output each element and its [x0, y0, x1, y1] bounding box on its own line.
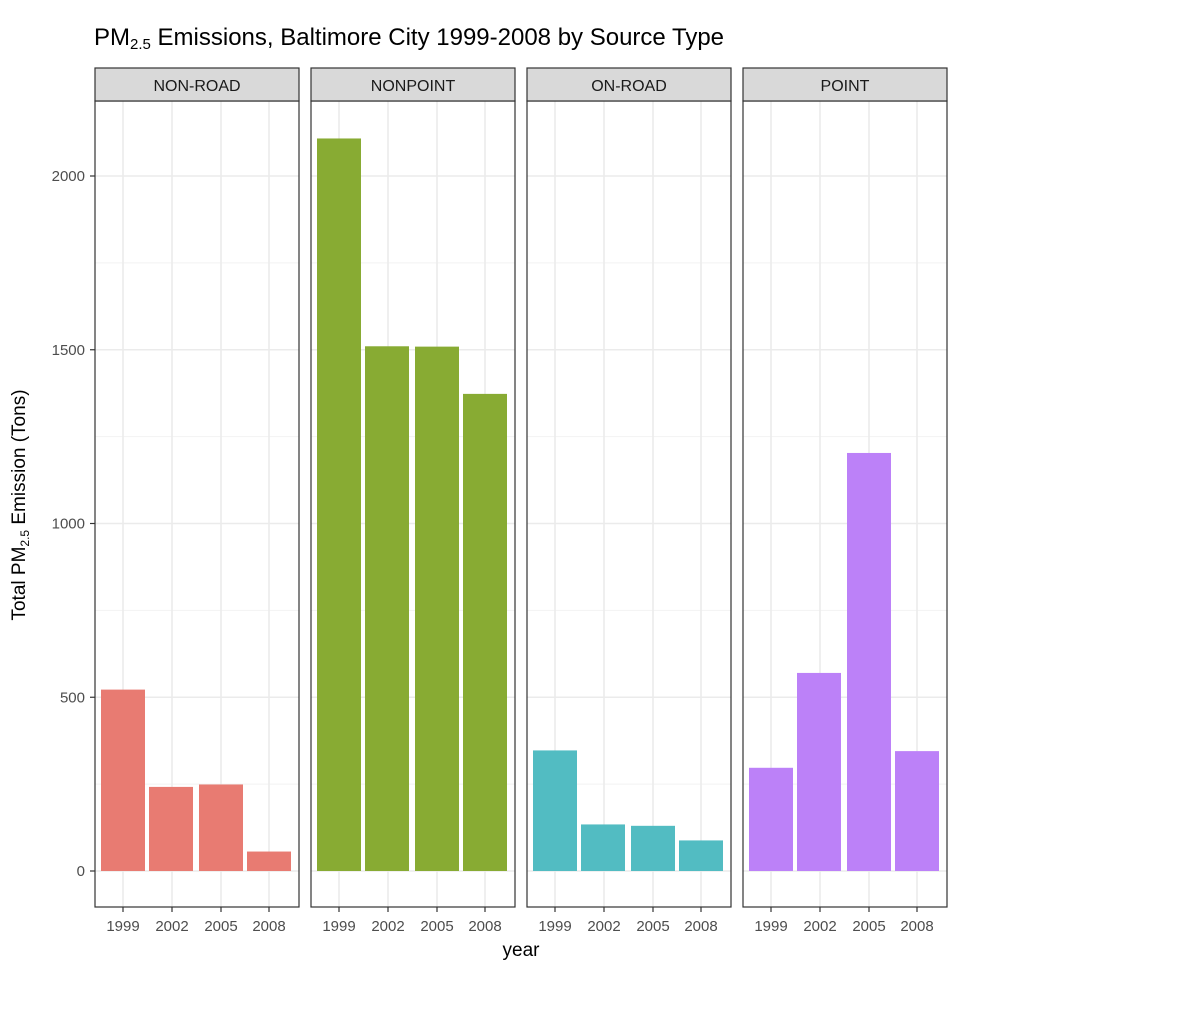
x-tick-label: 2002	[803, 918, 836, 935]
x-tick-label: 2002	[371, 918, 404, 935]
bar-on-road-2002	[581, 824, 625, 871]
chart-title: PM2.5 Emissions, Baltimore City 1999-200…	[94, 24, 724, 53]
x-tick-label: 1999	[106, 918, 139, 935]
facet-strip-label: NONPOINT	[371, 78, 456, 95]
bar-nonpoint-2008	[463, 393, 507, 871]
x-tick-label: 1999	[322, 918, 355, 935]
x-tick-label: 2005	[636, 918, 669, 935]
y-axis-label-subscript: 2.5	[18, 530, 32, 547]
y-tick-label: 1000	[52, 516, 85, 533]
facet-panel-on-road: ON-ROAD 1999 2002 2005 2008	[526, 67, 732, 935]
y-axis: 0 500 1000 1500 2000	[52, 168, 95, 880]
facet-panels: NON-ROAD 1999 2002 2005 2008 NONPOINT 1999 2002…	[94, 67, 948, 935]
bar-point-2002	[797, 672, 841, 871]
y-tick-label: 1500	[52, 342, 85, 359]
y-axis-label-suffix: Emission (Tons)	[9, 389, 30, 529]
x-tick-label: 2008	[252, 918, 285, 935]
bar-on-road-1999	[533, 750, 577, 871]
facet-strip	[310, 67, 516, 102]
y-tick-label: 0	[77, 863, 85, 880]
y-tick-label: 500	[60, 689, 85, 706]
x-tick-label: 2008	[900, 918, 933, 935]
bar-point-2008	[895, 751, 939, 871]
x-tick-label: 2005	[852, 918, 885, 935]
x-tick-label: 2008	[468, 918, 501, 935]
bar-on-road-2008	[679, 840, 723, 871]
x-tick-label: 2008	[684, 918, 717, 935]
chart-title-subscript: 2.5	[130, 36, 151, 53]
bar-nonpoint-2002	[365, 346, 409, 871]
x-tick-label: 2002	[155, 918, 188, 935]
x-tick-label: 2005	[204, 918, 237, 935]
facet-strip-label: POINT	[821, 78, 870, 95]
facet-strip-label: ON-ROAD	[591, 78, 667, 95]
facet-strip	[94, 67, 300, 102]
x-tick-label: 1999	[754, 918, 787, 935]
bar-non-road-2008	[247, 851, 291, 871]
bar-non-road-2002	[149, 786, 193, 871]
bar-point-2005	[847, 452, 891, 871]
bar-nonpoint-2005	[415, 346, 459, 871]
bar-on-road-2005	[631, 825, 675, 871]
y-axis-label-prefix: Total PM	[9, 547, 30, 621]
y-tick-label: 2000	[52, 168, 85, 185]
bar-non-road-2005	[199, 784, 243, 871]
x-tick-label: 2002	[587, 918, 620, 935]
bar-nonpoint-1999	[317, 138, 361, 872]
facet-panel-non-road: NON-ROAD 1999 2002 2005 2008	[94, 67, 300, 935]
chart-title-prefix: PM	[94, 24, 130, 51]
bar-non-road-1999	[101, 689, 145, 871]
x-tick-label: 2005	[420, 918, 453, 935]
y-axis-label: Total PM2.5 Emission (Tons)	[9, 389, 32, 620]
chart-title-suffix: Emissions, Baltimore City 1999-2008 by S…	[151, 24, 724, 51]
bar-point-1999	[749, 767, 793, 871]
facet-panel-nonpoint: NONPOINT 1999 2002 2005 2008	[310, 67, 516, 935]
facet-strip	[742, 67, 948, 102]
x-axis-label: year	[503, 940, 541, 961]
facet-strip-label: NON-ROAD	[153, 78, 240, 95]
facet-panel-point: POINT 1999 2002 2005 2008	[742, 67, 948, 935]
x-tick-label: 1999	[538, 918, 571, 935]
facet-strip	[526, 67, 732, 102]
